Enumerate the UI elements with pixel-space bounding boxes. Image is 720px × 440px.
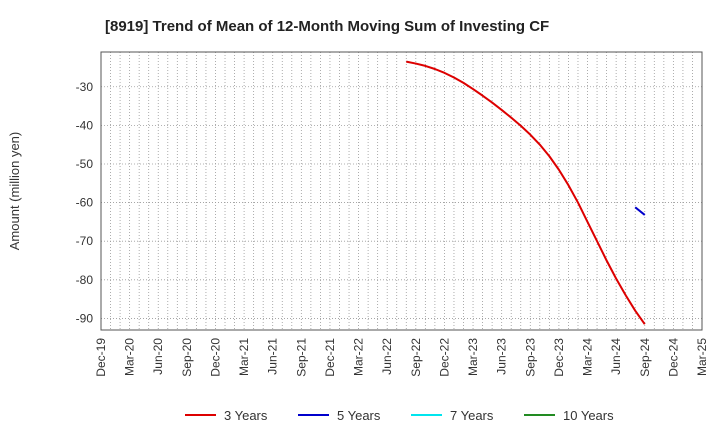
x-tick-label: Mar-20 [123,338,137,376]
x-tick-label: Dec-23 [552,338,566,377]
legend-label: 7 Years [450,408,494,423]
x-tick-label: Jun-24 [609,338,623,375]
grid [101,52,702,330]
y-tick-label: -60 [76,196,94,210]
x-tick-label: Jun-20 [151,338,165,375]
x-tick-label: Jun-23 [495,338,509,375]
y-axis-label: Amount (million yen) [7,132,22,251]
y-axis-ticks: -30 -40 -50 -60 -70 -80 -90 [76,80,94,326]
legend: 3 Years 5 Years 7 Years 10 Years [185,408,614,423]
x-tick-label: Jun-21 [266,338,280,375]
y-tick-label: -80 [76,273,94,287]
y-tick-label: -90 [76,311,94,325]
x-tick-label: Sep-23 [523,338,537,377]
y-tick-label: -40 [76,118,94,132]
y-tick-label: -50 [76,157,94,171]
x-tick-label: Sep-24 [638,338,652,377]
x-tick-label: Dec-19 [94,338,108,377]
x-tick-label: Sep-20 [180,338,194,377]
y-tick-label: -30 [76,80,94,94]
series-line-5-years [634,206,646,216]
x-tick-label: Mar-24 [581,338,595,376]
series-line-3-years [406,60,646,325]
x-tick-label: Dec-24 [666,338,680,377]
x-tick-label: Sep-22 [409,338,423,377]
y-tick-label: -70 [76,234,94,248]
x-tick-label: Jun-22 [380,338,394,375]
series-layer [406,60,646,325]
plot-border [100,51,703,331]
legend-label: 5 Years [337,408,381,423]
legend-label: 10 Years [563,408,614,423]
legend-label: 3 Years [224,408,268,423]
x-tick-label: Sep-21 [294,338,308,377]
x-tick-label: Dec-22 [437,338,451,377]
x-tick-label: Mar-21 [237,338,251,376]
x-tick-label: Mar-22 [352,338,366,376]
x-tick-label: Mar-23 [466,338,480,376]
x-tick-label: Dec-21 [323,338,337,377]
chart-title: [8919] Trend of Mean of 12-Month Moving … [105,18,549,35]
x-axis-ticks: Dec-19 Mar-20 Jun-20 Sep-20 Dec-20 Mar-21 Jun-… [94,338,709,377]
x-tick-label: Dec-20 [208,338,222,377]
x-tick-label: Mar-25 [695,338,709,376]
